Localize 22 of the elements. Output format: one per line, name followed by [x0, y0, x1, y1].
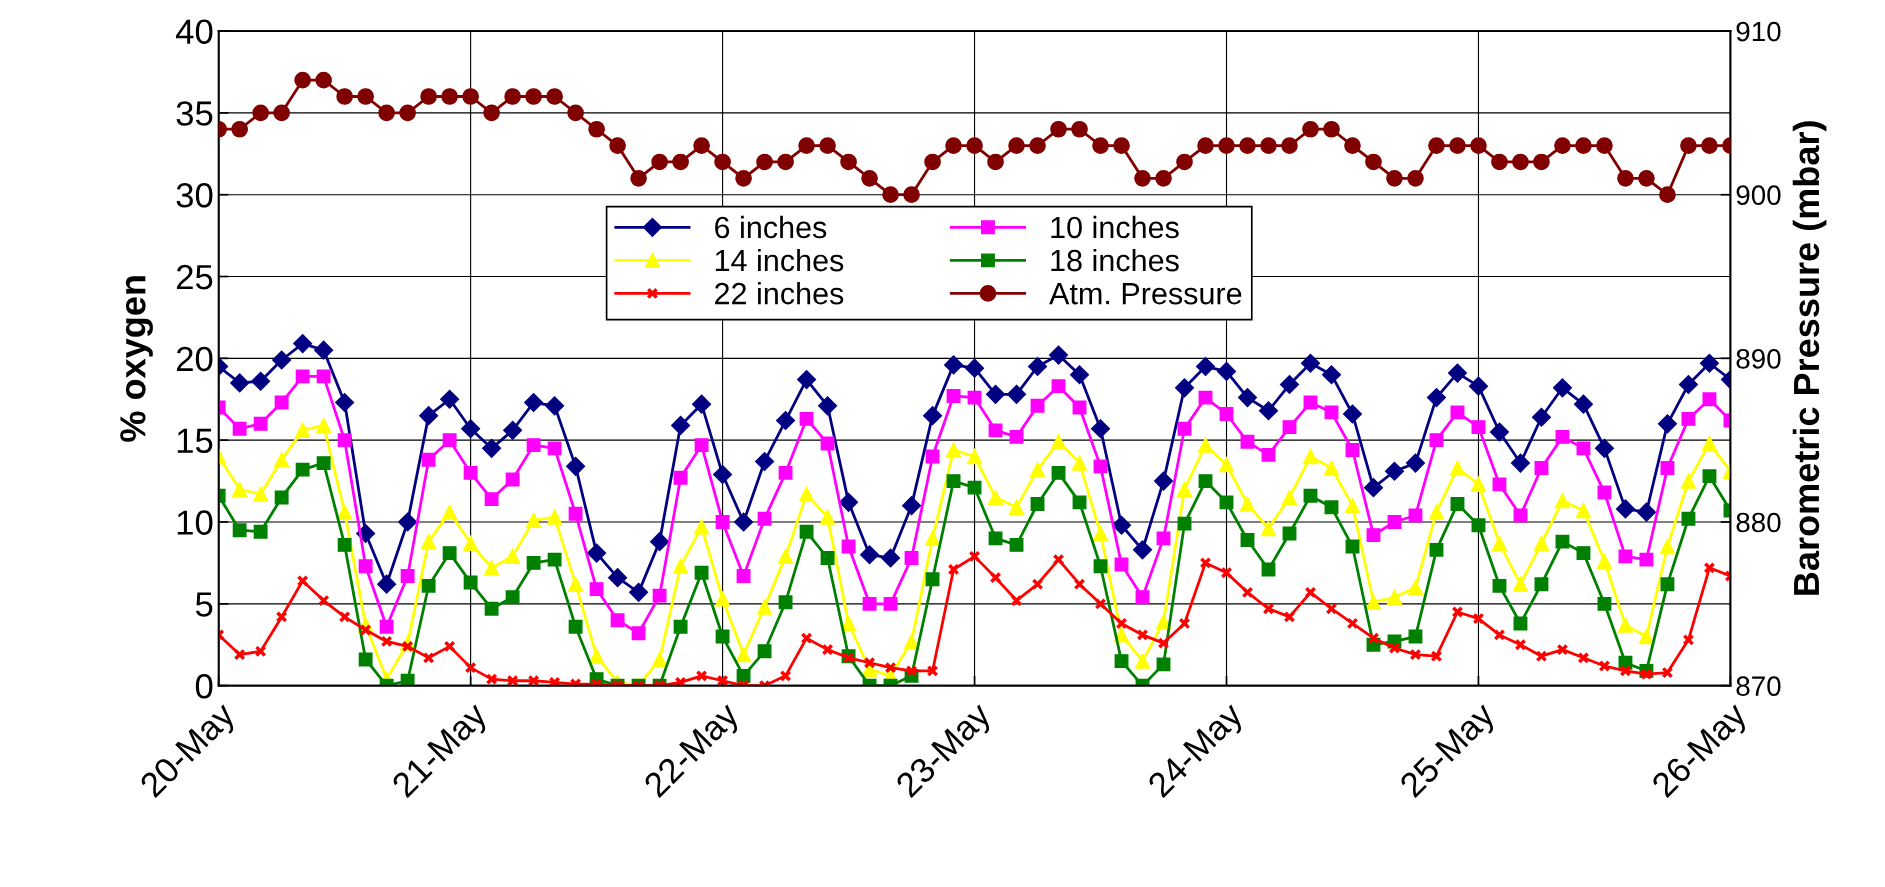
legend-label: 22 inches [715, 282, 844, 305]
y-tick-label: 40 [175, 19, 213, 44]
y2-tick-label: 870 [1736, 676, 1781, 696]
y2-tick-label: 900 [1736, 185, 1781, 206]
y-tick-label: 20 [176, 346, 213, 372]
y-tick-label: 15 [177, 428, 213, 454]
legend-label: 18 inches [1051, 248, 1179, 272]
y-axis-title: % oxygen [120, 276, 153, 442]
y-tick-label: 30 [176, 183, 213, 208]
y-tick-label: 25 [176, 264, 213, 290]
y2-tick-label: 880 [1736, 512, 1781, 533]
y2-tick-label: 910 [1736, 21, 1781, 42]
y2-tick-label: 890 [1736, 349, 1781, 369]
y-tick-label: 5 [195, 592, 213, 617]
legend-label: 6 inches [715, 215, 827, 239]
y-tick-label: 0 [195, 673, 213, 699]
y-tick-label: 35 [176, 101, 213, 126]
y-tick-label: 10 [177, 510, 213, 535]
legend-label: Atm. Pressure [1049, 283, 1242, 305]
legend-label: 10 inches [1051, 215, 1179, 239]
legend-label: 14 inches [715, 248, 844, 272]
y2-axis-title: Barometric Pressure (mbar) [1792, 121, 1827, 595]
